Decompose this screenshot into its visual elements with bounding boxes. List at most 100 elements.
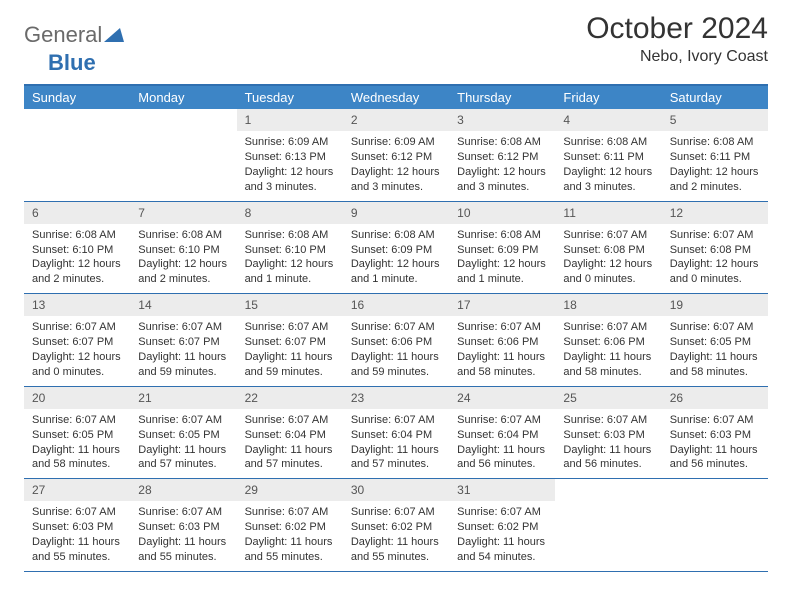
sunrise: Sunrise: 6:07 AM [138, 320, 228, 335]
logo: General [24, 22, 124, 48]
daylight: Daylight: 11 hours and 58 minutes. [457, 350, 547, 380]
day-number: 8 [237, 202, 343, 224]
sunrise: Sunrise: 6:07 AM [245, 413, 335, 428]
day-5: 5Sunrise: 6:08 AMSunset: 6:11 PMDaylight… [662, 109, 768, 201]
sunrise: Sunrise: 6:07 AM [32, 413, 122, 428]
day-body: Sunrise: 6:07 AMSunset: 6:04 PMDaylight:… [343, 409, 449, 478]
day-number: 18 [555, 294, 661, 316]
sunset: Sunset: 6:10 PM [32, 243, 122, 258]
day-body: Sunrise: 6:07 AMSunset: 6:05 PMDaylight:… [24, 409, 130, 478]
daylight: Daylight: 12 hours and 1 minute. [245, 257, 335, 287]
dow-thursday: Thursday [449, 86, 555, 109]
sunset: Sunset: 6:08 PM [670, 243, 760, 258]
daylight: Daylight: 12 hours and 3 minutes. [351, 165, 441, 195]
daylight: Daylight: 12 hours and 0 minutes. [670, 257, 760, 287]
day-number: 31 [449, 479, 555, 501]
sunset: Sunset: 6:04 PM [245, 428, 335, 443]
sunset: Sunset: 6:03 PM [670, 428, 760, 443]
day-number: 21 [130, 387, 236, 409]
sunset: Sunset: 6:06 PM [351, 335, 441, 350]
sunset: Sunset: 6:05 PM [670, 335, 760, 350]
day-15: 15Sunrise: 6:07 AMSunset: 6:07 PMDayligh… [237, 294, 343, 386]
daylight: Daylight: 11 hours and 56 minutes. [670, 443, 760, 473]
day-body: Sunrise: 6:07 AMSunset: 6:03 PMDaylight:… [555, 409, 661, 478]
day-body: Sunrise: 6:08 AMSunset: 6:09 PMDaylight:… [449, 224, 555, 293]
day-body: Sunrise: 6:07 AMSunset: 6:03 PMDaylight:… [662, 409, 768, 478]
day-body: Sunrise: 6:07 AMSunset: 6:06 PMDaylight:… [555, 316, 661, 385]
sunset: Sunset: 6:02 PM [457, 520, 547, 535]
sunrise: Sunrise: 6:09 AM [351, 135, 441, 150]
day-body: Sunrise: 6:07 AMSunset: 6:07 PMDaylight:… [130, 316, 236, 385]
daylight: Daylight: 12 hours and 1 minute. [457, 257, 547, 287]
sunrise: Sunrise: 6:07 AM [563, 320, 653, 335]
sunrise: Sunrise: 6:08 AM [245, 228, 335, 243]
day-number: 6 [24, 202, 130, 224]
sunrise: Sunrise: 6:07 AM [457, 505, 547, 520]
day-19: 19Sunrise: 6:07 AMSunset: 6:05 PMDayligh… [662, 294, 768, 386]
day-number: 16 [343, 294, 449, 316]
sunset: Sunset: 6:02 PM [245, 520, 335, 535]
day-17: 17Sunrise: 6:07 AMSunset: 6:06 PMDayligh… [449, 294, 555, 386]
daylight: Daylight: 12 hours and 2 minutes. [670, 165, 760, 195]
day-empty [662, 479, 768, 571]
sunrise: Sunrise: 6:07 AM [563, 413, 653, 428]
day-body: Sunrise: 6:08 AMSunset: 6:10 PMDaylight:… [130, 224, 236, 293]
daylight: Daylight: 11 hours and 54 minutes. [457, 535, 547, 565]
dow-wednesday: Wednesday [343, 86, 449, 109]
week-row: 20Sunrise: 6:07 AMSunset: 6:05 PMDayligh… [24, 387, 768, 480]
week-row: 6Sunrise: 6:08 AMSunset: 6:10 PMDaylight… [24, 202, 768, 295]
day-body: Sunrise: 6:07 AMSunset: 6:04 PMDaylight:… [237, 409, 343, 478]
dow-friday: Friday [555, 86, 661, 109]
sunset: Sunset: 6:07 PM [138, 335, 228, 350]
logo-text-1: General [24, 22, 102, 48]
daylight: Daylight: 11 hours and 56 minutes. [563, 443, 653, 473]
day-number: 7 [130, 202, 236, 224]
day-26: 26Sunrise: 6:07 AMSunset: 6:03 PMDayligh… [662, 387, 768, 479]
sunset: Sunset: 6:04 PM [351, 428, 441, 443]
sunrise: Sunrise: 6:07 AM [351, 320, 441, 335]
day-body: Sunrise: 6:07 AMSunset: 6:03 PMDaylight:… [24, 501, 130, 570]
week-row: 27Sunrise: 6:07 AMSunset: 6:03 PMDayligh… [24, 479, 768, 572]
sunset: Sunset: 6:11 PM [563, 150, 653, 165]
sunset: Sunset: 6:12 PM [457, 150, 547, 165]
daylight: Daylight: 11 hours and 58 minutes. [670, 350, 760, 380]
sunset: Sunset: 6:08 PM [563, 243, 653, 258]
sunset: Sunset: 6:09 PM [351, 243, 441, 258]
sunrise: Sunrise: 6:08 AM [457, 135, 547, 150]
day-number: 20 [24, 387, 130, 409]
day-number [24, 109, 130, 115]
sunrise: Sunrise: 6:07 AM [32, 505, 122, 520]
sunset: Sunset: 6:05 PM [138, 428, 228, 443]
sunrise: Sunrise: 6:07 AM [32, 320, 122, 335]
sunset: Sunset: 6:10 PM [245, 243, 335, 258]
sunset: Sunset: 6:03 PM [563, 428, 653, 443]
daylight: Daylight: 11 hours and 57 minutes. [351, 443, 441, 473]
daylight: Daylight: 12 hours and 2 minutes. [32, 257, 122, 287]
daylight: Daylight: 11 hours and 55 minutes. [245, 535, 335, 565]
sunset: Sunset: 6:04 PM [457, 428, 547, 443]
day-13: 13Sunrise: 6:07 AMSunset: 6:07 PMDayligh… [24, 294, 130, 386]
day-body: Sunrise: 6:07 AMSunset: 6:06 PMDaylight:… [343, 316, 449, 385]
day-empty [24, 109, 130, 201]
sunrise: Sunrise: 6:07 AM [457, 413, 547, 428]
day-number: 30 [343, 479, 449, 501]
day-number: 26 [662, 387, 768, 409]
sunrise: Sunrise: 6:07 AM [670, 228, 760, 243]
sunset: Sunset: 6:11 PM [670, 150, 760, 165]
daylight: Daylight: 12 hours and 0 minutes. [32, 350, 122, 380]
sunset: Sunset: 6:02 PM [351, 520, 441, 535]
day-24: 24Sunrise: 6:07 AMSunset: 6:04 PMDayligh… [449, 387, 555, 479]
daylight: Daylight: 12 hours and 1 minute. [351, 257, 441, 287]
daylight: Daylight: 11 hours and 55 minutes. [138, 535, 228, 565]
day-number [555, 479, 661, 485]
day-number: 11 [555, 202, 661, 224]
day-7: 7Sunrise: 6:08 AMSunset: 6:10 PMDaylight… [130, 202, 236, 294]
daylight: Daylight: 11 hours and 59 minutes. [245, 350, 335, 380]
day-body: Sunrise: 6:08 AMSunset: 6:10 PMDaylight:… [24, 224, 130, 293]
day-1: 1Sunrise: 6:09 AMSunset: 6:13 PMDaylight… [237, 109, 343, 201]
day-number: 23 [343, 387, 449, 409]
day-body: Sunrise: 6:09 AMSunset: 6:13 PMDaylight:… [237, 131, 343, 200]
day-number: 27 [24, 479, 130, 501]
day-body: Sunrise: 6:07 AMSunset: 6:02 PMDaylight:… [237, 501, 343, 570]
sunrise: Sunrise: 6:07 AM [457, 320, 547, 335]
